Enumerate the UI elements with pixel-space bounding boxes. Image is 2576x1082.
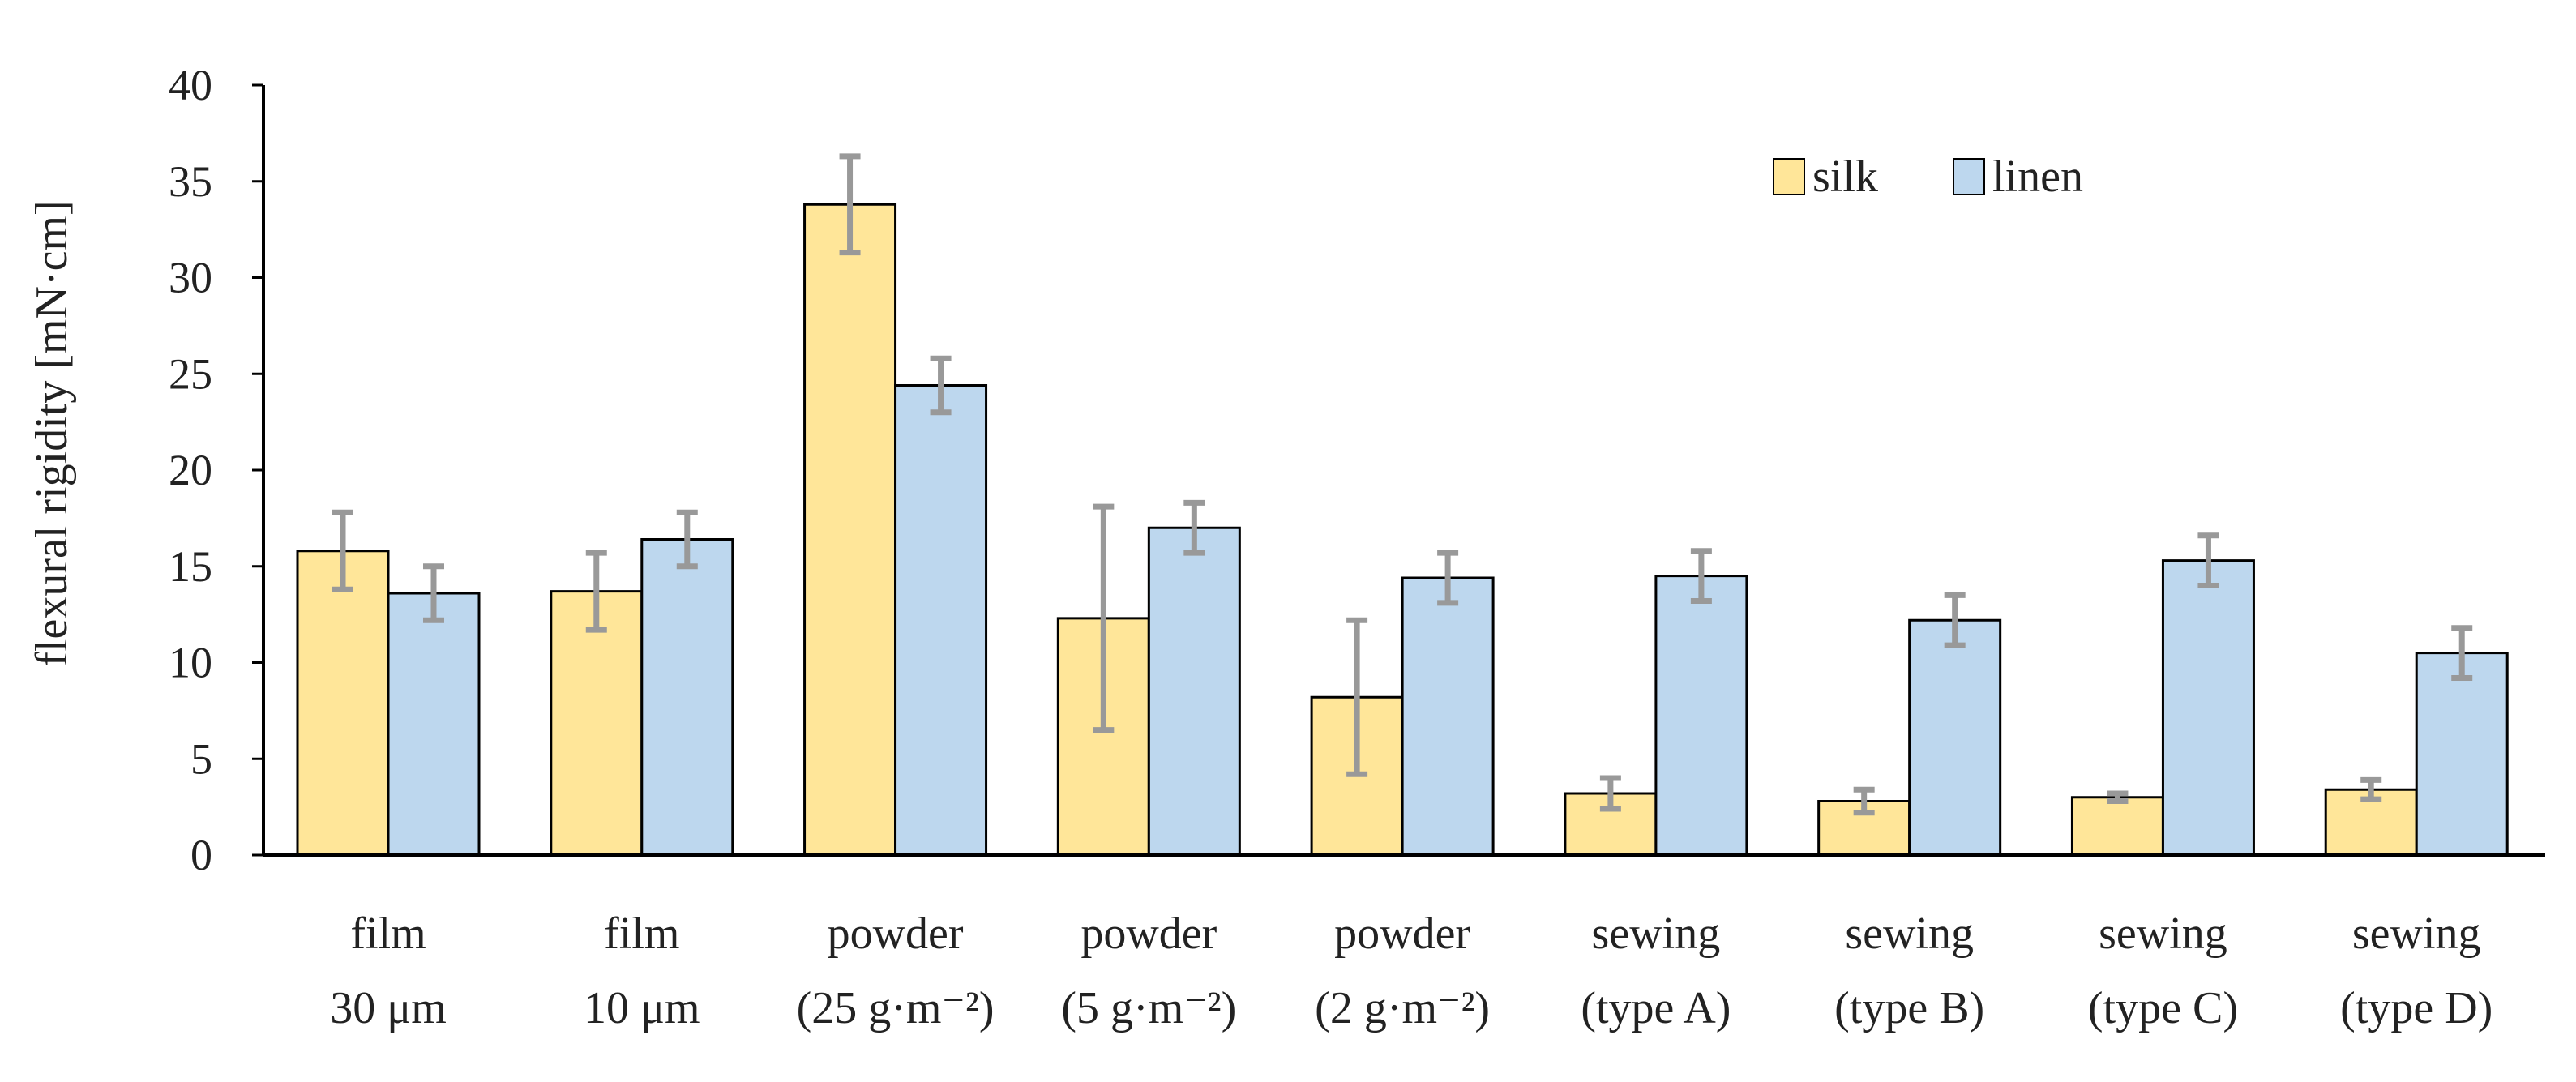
category-label-line2: 30 μm [330,983,447,1033]
y-tick-label: 10 [169,639,212,687]
y-tick-label: 5 [190,734,212,783]
category-label-line1: sewing [2352,909,2481,959]
bar-linen [640,538,734,857]
y-tick-label: 0 [190,831,212,879]
category-label-line2: (5 g·m⁻²) [1061,983,1236,1033]
category-label-line1: sewing [1845,909,1974,959]
category-label-line2: (type B) [1834,983,1984,1033]
category-label-line2: (type A) [1581,983,1731,1033]
legend-swatch-silk [1773,158,1805,195]
category-label-line2: (25 g·m⁻²) [797,983,995,1033]
legend-swatch-linen [1953,158,1985,195]
bar-linen [2161,559,2255,857]
category-label-line2: (type C) [2088,983,2238,1033]
y-axis-title: flexural rigidity [mN·cm] [27,200,77,666]
category-label-line1: powder [828,909,964,959]
category-label-line2: (2 g·m⁻²) [1315,983,1490,1033]
y-tick-label: 15 [169,542,212,591]
category-label-line1: film [604,909,679,959]
category-label-line1: sewing [2099,909,2227,959]
bar-linen [1147,526,1241,857]
error-bars [332,153,2473,816]
category-labels: film 30 μm film 10 μm powder (25 g·m⁻²) powder… [330,909,2493,1033]
bars [296,203,2509,857]
category-label-line1: powder [1080,909,1217,959]
bar-linen [894,384,988,857]
y-tick-label: 20 [169,446,212,494]
legend: silk linen [1773,152,2083,202]
legend-label-silk: silk [1812,152,1878,202]
bar-silk [296,550,390,857]
category-label-line1: powder [1334,909,1470,959]
y-tick-label: 40 [169,61,212,109]
category-label-line1: sewing [1592,909,1721,959]
bar-linen [2415,652,2509,857]
y-tick-label: 25 [169,349,212,398]
bar-linen [1654,575,1748,857]
legend-label-linen: linen [1992,152,2083,202]
y-tick-label: 35 [169,157,212,206]
bar-silk [803,203,897,857]
y-tick-label: 30 [169,254,212,302]
bar-linen [1908,618,2002,857]
y-axis-ticks: 0 5 10 15 20 25 30 35 40 [169,61,263,879]
bar-linen [1401,576,1495,857]
category-label-line2: (type D) [2340,983,2493,1033]
bar-silk [2070,796,2164,857]
category-label-line2: 10 μm [584,983,700,1033]
bar-linen [387,592,481,857]
category-label-line1: film [350,909,426,959]
